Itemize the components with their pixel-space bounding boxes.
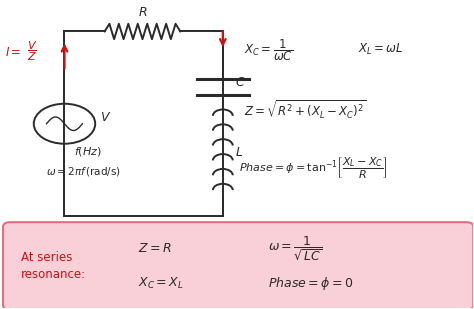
Text: $X_L = \omega L$: $X_L = \omega L$ (357, 42, 403, 57)
Text: $C$: $C$ (235, 76, 246, 89)
Text: $Z = \sqrt{R^2 + (X_L - X_C)^2}$: $Z = \sqrt{R^2 + (X_L - X_C)^2}$ (244, 99, 366, 121)
Text: $L$: $L$ (235, 146, 243, 159)
Text: $I=$: $I=$ (5, 46, 22, 60)
Text: $Phase = \phi = \tan^{-1}\!\left[\dfrac{X_L - X_C}{R}\right]$: $Phase = \phi = \tan^{-1}\!\left[\dfrac{… (239, 156, 388, 181)
Text: At series
resonance:: At series resonance: (20, 251, 86, 281)
Text: $X_C = \dfrac{1}{\omega C}$: $X_C = \dfrac{1}{\omega C}$ (244, 37, 293, 63)
Text: $R$: $R$ (138, 6, 147, 19)
Text: $V$: $V$ (100, 111, 111, 124)
Text: $\omega = \dfrac{1}{\sqrt{LC}}$: $\omega = \dfrac{1}{\sqrt{LC}}$ (268, 235, 322, 263)
Text: $f(Hz)$: $f(Hz)$ (74, 145, 102, 158)
Text: $\omega = 2\pi f\,(\mathrm{rad/s})$: $\omega = 2\pi f\,(\mathrm{rad/s})$ (46, 165, 120, 178)
FancyBboxPatch shape (3, 222, 474, 309)
Text: $X_C = X_L$: $X_C = X_L$ (138, 276, 183, 291)
Text: $Phase = \phi = 0$: $Phase = \phi = 0$ (268, 275, 353, 292)
Text: $Z = R$: $Z = R$ (138, 242, 172, 255)
Text: $\dfrac{V}{Z}$: $\dfrac{V}{Z}$ (27, 40, 37, 63)
